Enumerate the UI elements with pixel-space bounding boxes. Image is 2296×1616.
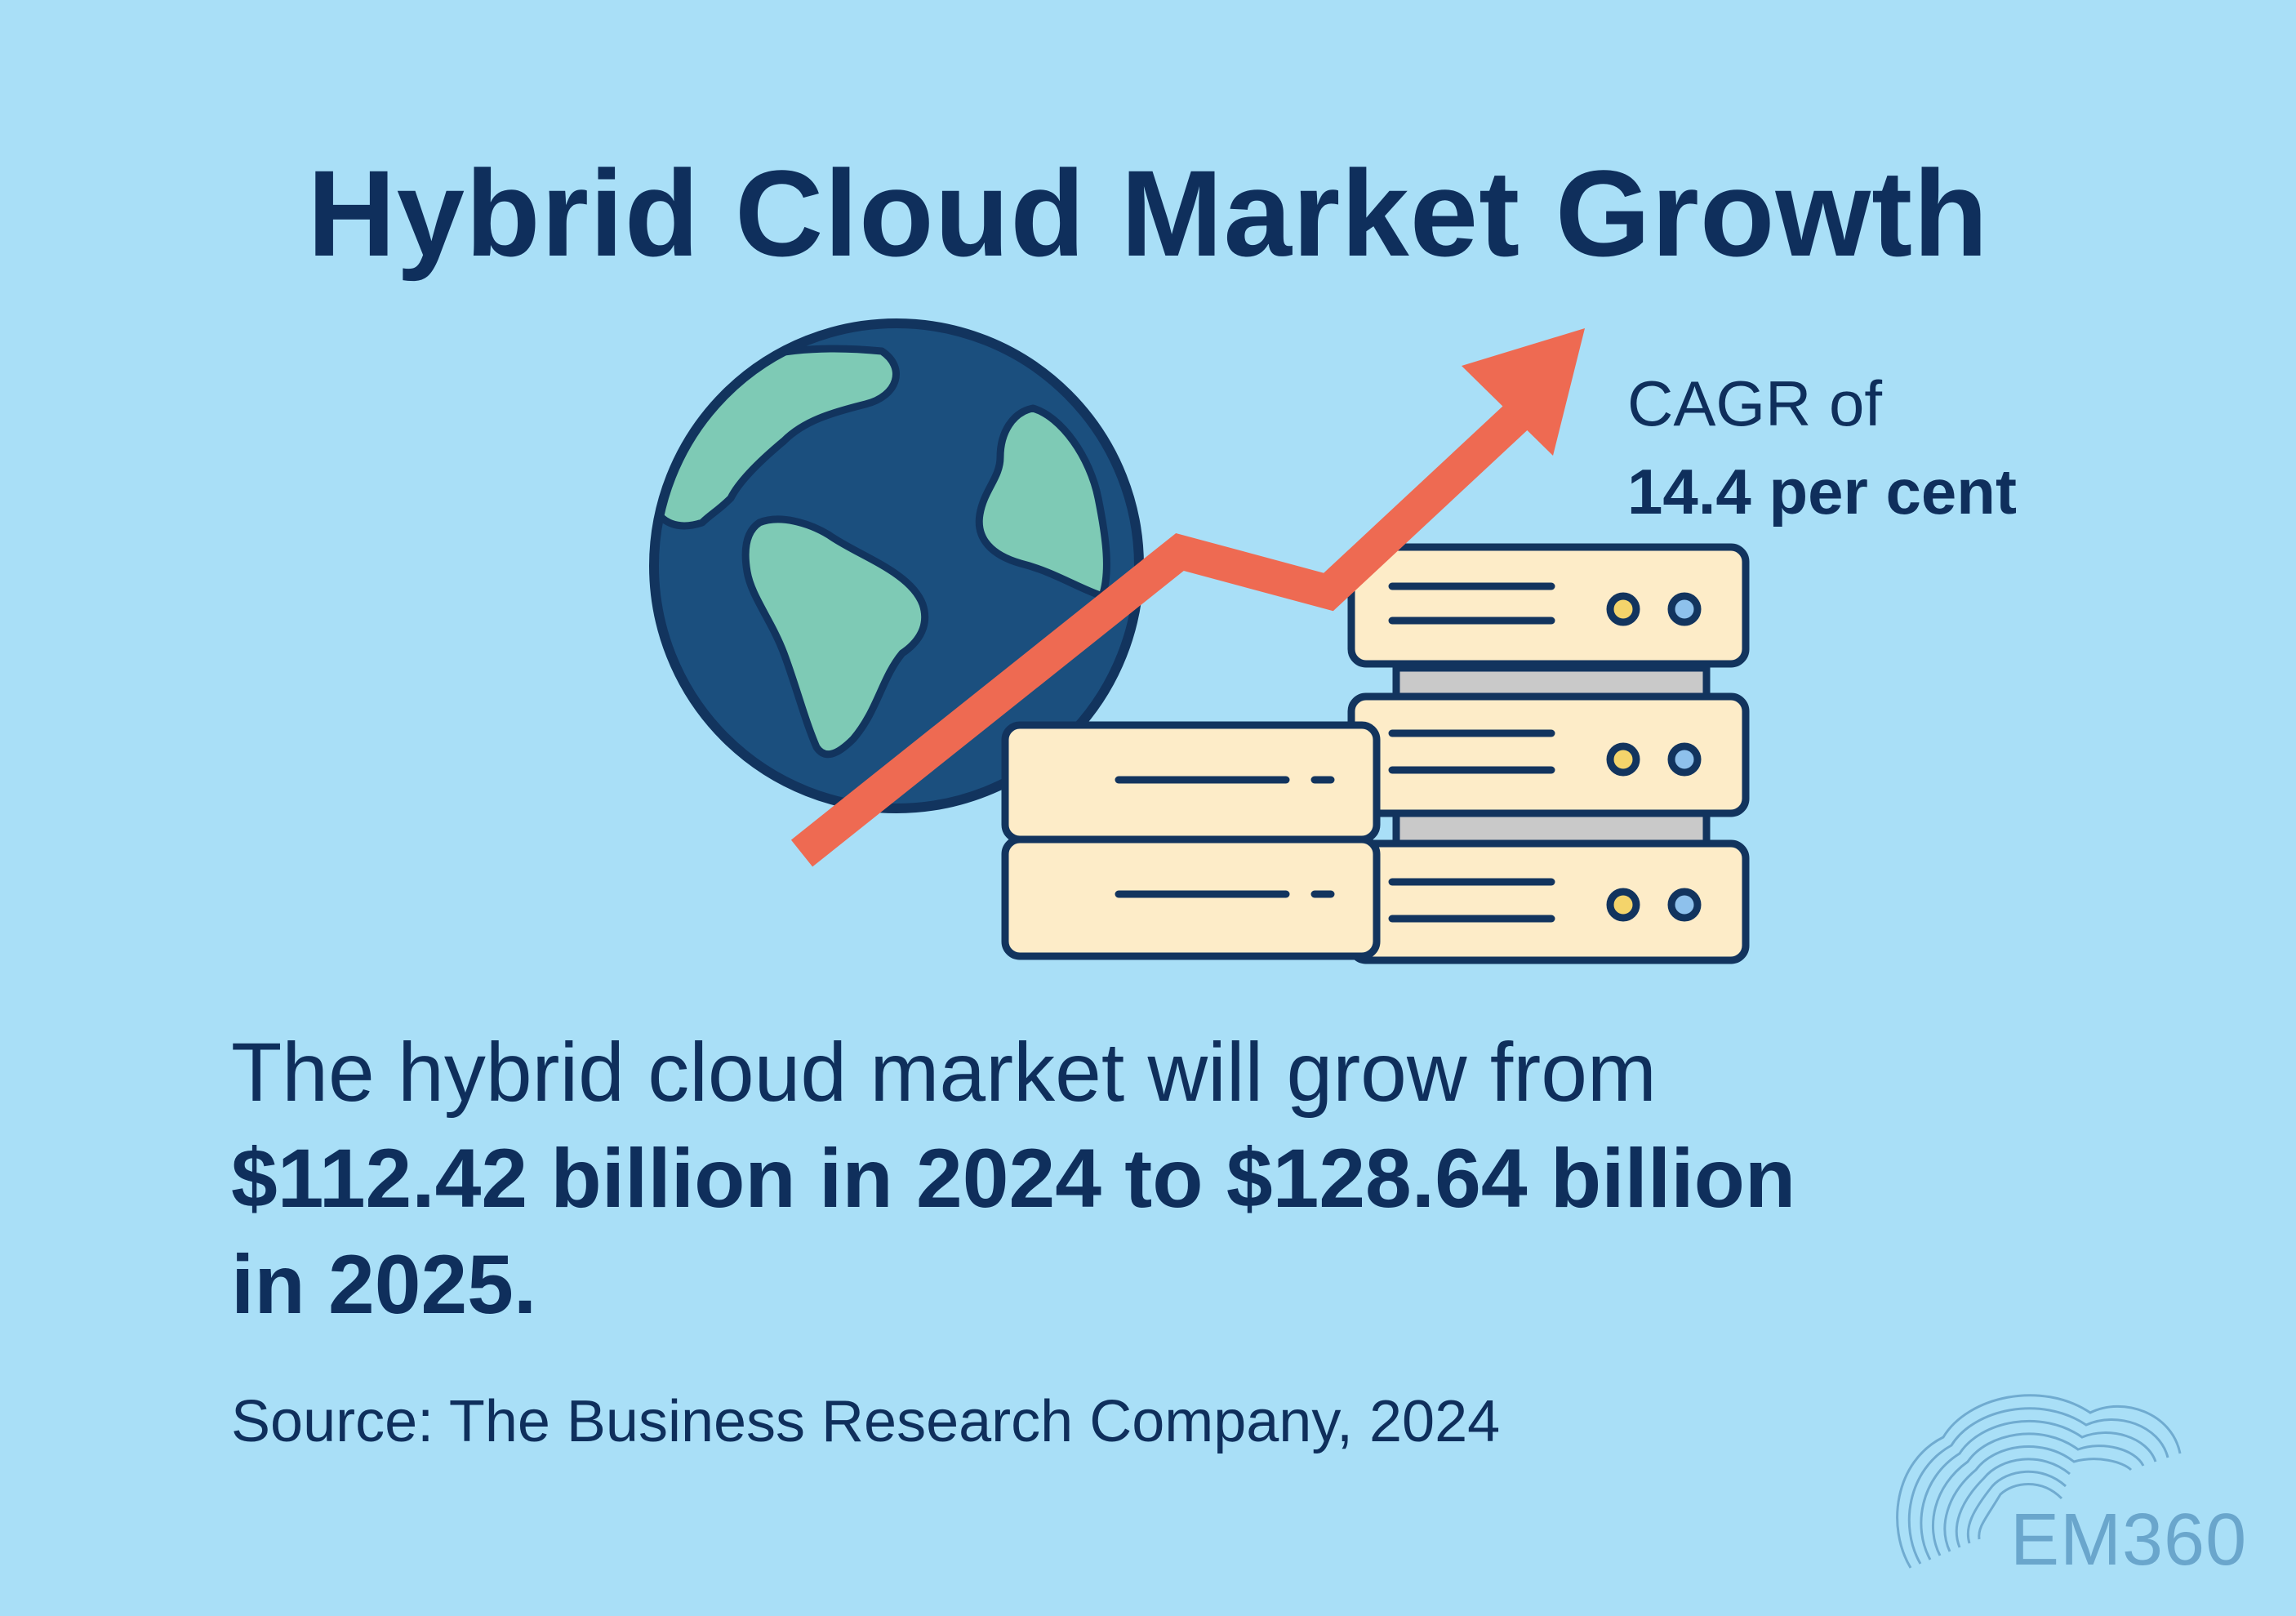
market-statement: The hybrid cloud market will grow from $… [231,1019,2109,1338]
page-title: Hybrid Cloud Market Growth [307,145,1989,282]
server-stack-icon [1347,543,1750,964]
cagr-callout: CAGR of 14.4 per cent [1627,359,2017,536]
cagr-value: 14.4 per cent [1627,456,2017,528]
statement-lead: The hybrid cloud market will grow from [231,1026,1657,1119]
em360-logo-icon [1896,1394,2182,1569]
growth-arrow-icon [790,328,1585,867]
statement-tail: in 2025. [231,1238,537,1331]
server-stack-front-icon [1001,721,1381,960]
source-citation: Source: The Business Research Company, 2… [231,1389,1501,1454]
statement-numbers: $112.42 billion in 2024 to $128.64 billi… [231,1132,1796,1225]
cagr-label: CAGR of [1627,367,1883,439]
brand-name: EM360 [2010,1499,2248,1581]
